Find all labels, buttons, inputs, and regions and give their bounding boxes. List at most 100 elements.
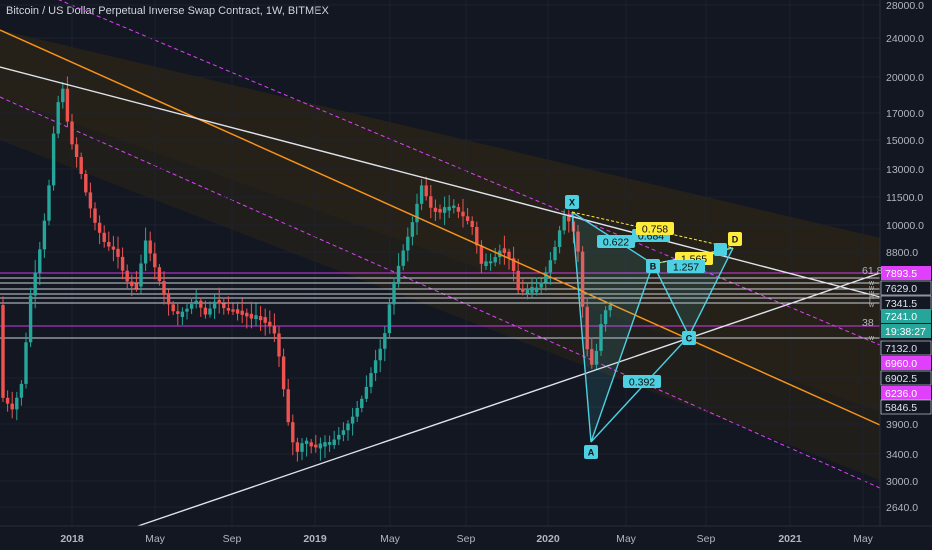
pattern-point-box [682,331,696,345]
candle [438,208,442,213]
pattern-point-b: B [650,262,657,272]
price-tag-box [881,324,931,338]
candle [268,321,272,327]
candle [212,301,217,309]
price-tick-label: 20000.0 [886,72,924,84]
candle [162,281,166,295]
candle [166,294,171,305]
candle [392,281,396,305]
candle [134,283,139,289]
candle [516,270,520,291]
candle [171,304,175,312]
candle [74,144,79,157]
pattern-leg [688,247,734,337]
fib-level-label: 61.8 [862,265,883,277]
price-tick-label: 11500.0 [886,192,923,204]
pattern-leg [652,263,690,337]
candle [410,222,415,237]
candle [70,121,74,145]
candle [424,185,428,197]
channel-top-line [58,0,881,346]
pattern-ratio-box [597,235,635,248]
candle [599,324,603,351]
candle [590,349,594,365]
pattern-ratio-box [667,260,705,273]
chart-title: Bitcoin / US Dollar Perpetual Inverse Sw… [6,5,329,17]
candle [364,386,369,399]
candle [603,310,608,325]
price-tick-label: 24000.0 [886,33,924,45]
time-tick-label: May [616,533,637,545]
candle [245,312,249,317]
pattern-ratio-label: 0.392 [629,377,655,389]
candle [548,260,553,273]
time-tick-label: Sep [457,533,476,545]
candle [456,207,461,212]
candle [406,236,410,251]
candle [189,304,194,309]
candles-layer [1,76,612,462]
price-tick-label: 13000.0 [886,164,924,176]
candle [461,211,465,217]
candle [38,249,42,273]
candle [194,300,198,305]
candle [401,250,405,266]
time-tick-label: 2020 [536,533,560,545]
candle [567,215,571,222]
time-tick-label: 2021 [778,533,802,545]
candle [240,310,244,315]
pattern-xab-fill [572,212,653,442]
candle [148,240,152,254]
pattern-ratio-label: 1.257 [673,262,699,274]
pattern-ratio-box [636,222,674,235]
pattern-point-x: X [569,198,575,208]
price-tick-label: 3400.0 [886,449,918,461]
candle [51,133,56,186]
pattern-point-box [565,195,579,209]
pattern-ratio-box [623,375,661,388]
level-marker: w [868,290,875,297]
candle [263,317,267,323]
candle [530,286,534,293]
candle [116,248,120,257]
price-tag-box [881,356,931,370]
candle [61,88,65,103]
candle [355,408,359,417]
pattern-point-box [584,445,598,459]
candle [180,311,185,318]
time-tick-label: 2019 [303,533,327,545]
time-tick-label: 2018 [60,533,84,545]
candle [130,281,134,287]
candle [33,272,37,296]
candle [28,295,33,343]
candle [258,316,263,321]
candle [562,215,566,231]
candle [475,227,479,246]
candle [521,288,525,292]
candle [442,207,447,213]
price-tick-label: 3000.0 [886,476,918,488]
price-tag-box [880,370,932,386]
pattern-leg [590,335,690,443]
candle [139,263,143,287]
candle [19,383,24,398]
price-tick-label: 2640.0 [886,502,918,514]
candle [433,207,438,212]
horizontal-levels-layer [0,272,880,339]
time-tick-label: May [853,533,874,545]
time-tick-label: May [380,533,401,545]
candle [493,257,497,263]
candle [470,220,474,227]
white-resistance-line [0,66,881,298]
pattern-leg [571,211,592,443]
candle [111,246,116,250]
candle [277,333,281,357]
price-tag-box [880,399,932,415]
candle [452,205,456,208]
candle [231,309,235,312]
candle [539,282,543,288]
candle [378,348,382,361]
candle [157,267,162,282]
